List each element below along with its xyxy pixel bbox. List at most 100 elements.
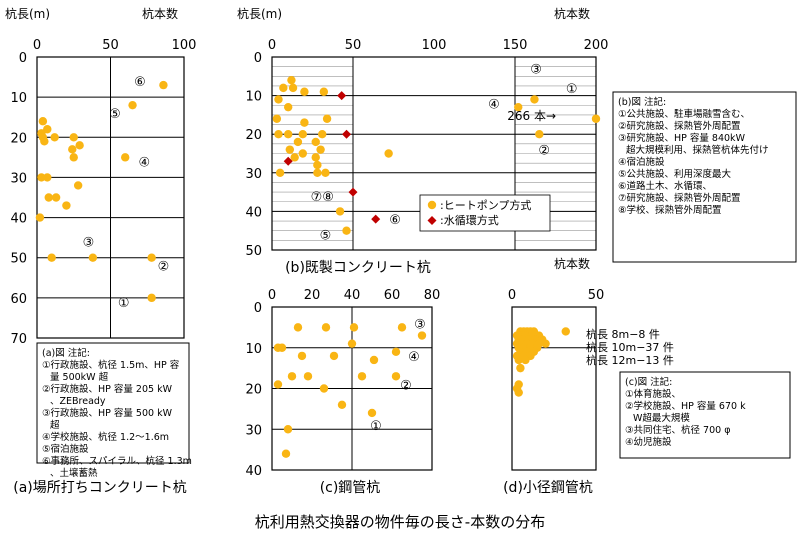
point-annotation: ① [566, 82, 578, 97]
data-point [75, 141, 84, 150]
y-tick-label: 50 [245, 244, 262, 259]
note-b-line: ④宿泊施設 [618, 156, 665, 168]
data-point [273, 380, 283, 389]
data-point [397, 323, 407, 332]
data-point [274, 95, 283, 104]
point-annotation: ⑥ [134, 75, 146, 90]
note-a-line: 量 500kW 超 [50, 371, 109, 383]
panel-b: 0 50 100 150 200 0 10 20 30 40 50 杭長(m) 杭本数 ③ ① ④ ② ⑦⑧ ⑥ ⑤ (… [237, 6, 608, 276]
x-tick-label: 200 [584, 38, 609, 53]
data-point [287, 75, 296, 85]
note-a-line: ⑤宿泊施設 [42, 443, 89, 455]
data-point [530, 95, 539, 104]
point-annotation: ② [158, 260, 170, 275]
data-point [367, 408, 377, 418]
data-point [319, 87, 329, 96]
y-axis-label: 杭長(m) [5, 6, 50, 21]
y-tick-label: 0 [19, 51, 27, 66]
note-a-line: ①行政施設、杭径 1.5m、HP 容 [42, 359, 180, 371]
note-c-line: W超最大規模 [633, 412, 690, 424]
note-b-line: ⑧学校、採熱管外周配置 [618, 204, 722, 216]
x-tick-label: 50 [345, 38, 362, 53]
data-point [329, 351, 339, 361]
data-point [298, 130, 307, 139]
x-tick-label: 50 [588, 288, 605, 303]
data-point [51, 193, 61, 202]
point-annotation: ③ [83, 236, 95, 251]
y-tick-label: 30 [10, 171, 27, 186]
y-tick-label: 20 [245, 383, 262, 398]
x-tick-label: 20 [304, 288, 321, 303]
data-point [284, 130, 293, 139]
data-point [43, 173, 52, 182]
data-point [272, 114, 282, 123]
data-point [128, 100, 137, 110]
plot-frame [271, 56, 597, 251]
data-point [88, 253, 98, 262]
data-point [50, 133, 59, 142]
note-a-line: 、ZEBready [50, 396, 106, 407]
figure-title: 杭利用熱交換器の物件毎の長さ-本数の分布 [255, 513, 545, 531]
data-point [35, 213, 45, 222]
data-point [293, 137, 303, 147]
legend-label-heat-pump: :ヒートポンプ方式 [440, 198, 531, 212]
y-tick-label: 70 [10, 332, 27, 347]
note-a-line: ⑥事務所、スパイラル、杭径 1.3m [42, 455, 192, 467]
x-tick-label: 0 [33, 38, 41, 53]
note-c-line: ④幼児施設 [625, 436, 672, 448]
data-point [335, 207, 345, 216]
data-point [514, 355, 523, 365]
panel-caption: (d)小径鋼管杭 [503, 480, 593, 496]
x-axis-label: 杭本数 [142, 6, 178, 21]
y-tick-label: 40 [245, 464, 262, 479]
data-point [297, 351, 307, 361]
note-b-line: ⑦研究施設、採熱管外周配置 [618, 192, 741, 204]
data-point [159, 80, 168, 90]
y-tick-label: 20 [10, 131, 27, 146]
data-point [514, 388, 523, 397]
note-b-line: ②研究施設、採熱管外周配置 [618, 120, 741, 132]
panel-a: 0 50 100 0 10 20 30 40 50 60 70 杭長(m) 杭本数 ⑥ ⑤ ④ ③ ② ① (a)場所… [5, 6, 196, 496]
point-annotation: ⑤ [109, 107, 121, 122]
data-point [514, 102, 523, 112]
panel-caption: (a)場所打ちコンクリート杭 [13, 479, 187, 496]
note-boxes: (a)図 注記:①行政施設、杭径 1.5m、HP 容量 500kW 超②行政施設… [36, 91, 797, 479]
data-point [391, 372, 401, 381]
point-annotation: ⑥ [389, 213, 401, 228]
panel-caption: (b)既製コンクリート杭 [285, 260, 431, 276]
data-point [38, 117, 48, 126]
length-note: 杭長 12m−13 件 [586, 353, 674, 367]
y-tick-label: 60 [10, 292, 27, 307]
data-point-water-loop [348, 187, 358, 197]
note-c-title: (c)図 注記: [625, 376, 672, 388]
note-a-line: 超 [50, 419, 60, 431]
data-point [311, 153, 320, 162]
data-point [311, 137, 320, 147]
data-point [369, 355, 379, 365]
data-point [321, 168, 330, 177]
note-b-box [612, 91, 797, 263]
data-point [591, 114, 601, 123]
y-tick-label: 10 [245, 342, 262, 357]
panel-c: 0 20 40 60 80 0 10 20 30 40 ③ ④ ② ① (c)鋼管杭 [245, 288, 440, 496]
data-point [349, 323, 359, 332]
note-c-line: ②学校施設、HP 容量 670 k [625, 400, 746, 412]
data-point [43, 125, 52, 134]
point-annotation: ⑦⑧ [311, 190, 334, 205]
note-b-line: ⑤公共施設、利用深度最大 [618, 168, 732, 180]
data-point [318, 130, 327, 139]
data-point [121, 153, 130, 162]
data-point [69, 133, 78, 142]
x-tick-label: 40 [344, 288, 361, 303]
data-point-water-loop [337, 91, 347, 101]
data-point [287, 372, 297, 381]
legend-box [419, 194, 551, 232]
x-tick-label: 60 [384, 288, 401, 303]
data-point [516, 363, 525, 373]
data-point [37, 173, 46, 182]
point-annotation: ④ [138, 155, 150, 170]
point-annotation: ③ [414, 317, 426, 332]
data-point [275, 168, 285, 177]
point-annotation: ① [118, 296, 130, 311]
